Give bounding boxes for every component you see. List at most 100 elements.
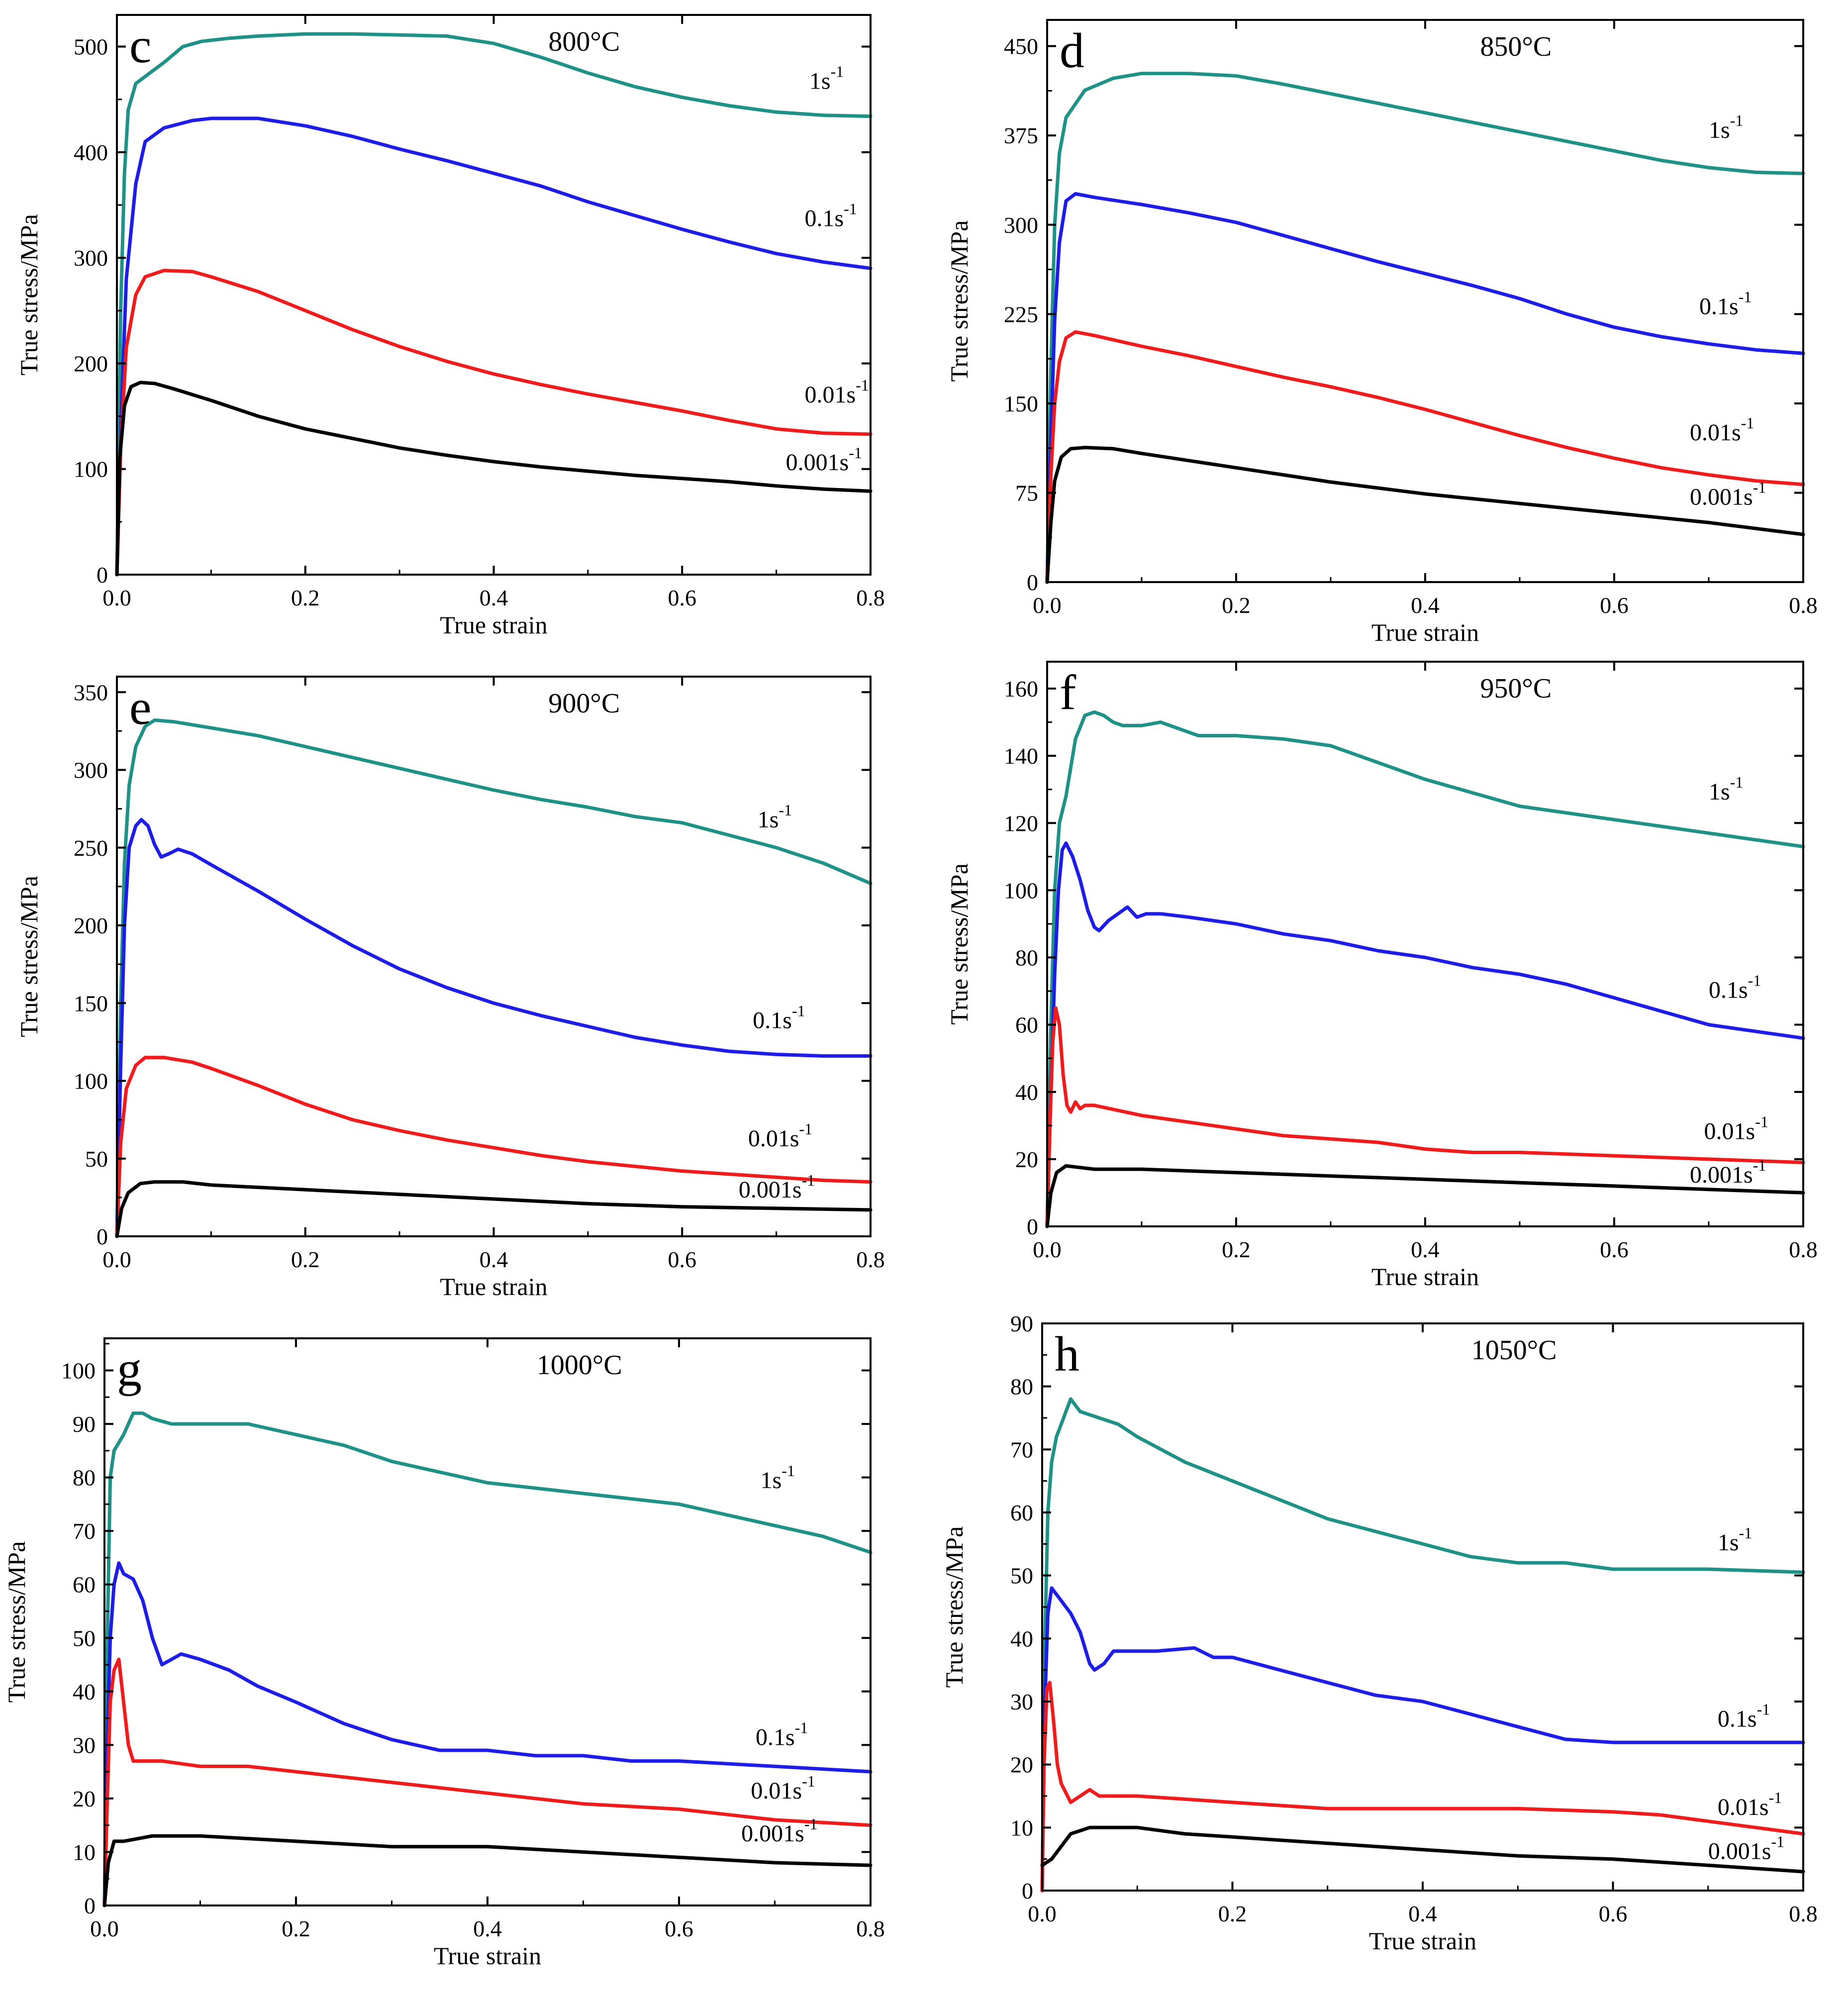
x-tick-label: 0.6: [668, 1247, 697, 1272]
series-line-f-1s: [1045, 710, 1805, 1228]
x-tick-label: 0.4: [1411, 1237, 1440, 1262]
series-label-rate: 0.001s: [1690, 1162, 1753, 1188]
y-tick-label: 90: [1010, 1311, 1033, 1336]
series-label-exponent: -1: [856, 376, 869, 394]
y-tick-label: 10: [1010, 1815, 1033, 1840]
series-label-exponent: -1: [1769, 1789, 1782, 1806]
series-label-rate: 0.01s: [748, 1125, 799, 1152]
series-line-g-1s: [102, 1411, 873, 1907]
series-label: 0.001s-1: [1708, 1833, 1784, 1865]
series-label-rate: 0.001s: [741, 1820, 804, 1847]
y-tick-label: 80: [1015, 945, 1038, 971]
chart-panel-d: 1s-10.1s-10.01s-10.001s-10.0 0.2 0.4 0.6 0.8…: [945, 19, 1818, 646]
series-label-exponent: -1: [1748, 972, 1761, 990]
plot-frame: [116, 676, 872, 1237]
panel-letter: c: [129, 18, 151, 73]
y-tick-label: 200: [74, 913, 108, 938]
series-label: 0.001s-1: [1690, 1156, 1766, 1188]
series-label-exponent: -1: [804, 1815, 818, 1833]
series-line-d-1s: [1045, 72, 1805, 584]
series-label: 0.01s-1: [1704, 1112, 1768, 1144]
series-label-exponent: -1: [778, 801, 792, 819]
series-label-rate: 1s: [1709, 117, 1730, 143]
x-tick-label: 0.8: [856, 1247, 885, 1272]
y-axis-label: True stress/MPa: [940, 1526, 968, 1688]
series-line-g-0_001s: [102, 1834, 873, 1907]
y-tick-label: 0: [1027, 570, 1038, 595]
series-line-e-1s: [115, 718, 873, 1238]
series-line-c-0_1s: [115, 116, 873, 577]
y-axis-label: True stress/MPa: [15, 876, 43, 1037]
y-tick-label: 50: [85, 1146, 108, 1172]
series-label: 0.001s-1: [741, 1815, 817, 1847]
series-label-rate: 1s: [758, 806, 779, 833]
series-label: 0.001s-1: [1690, 478, 1766, 510]
x-tick-label: 0.0: [102, 585, 131, 610]
series-label: 0.01s-1: [751, 1772, 815, 1804]
series-label: 0.01s-1: [1718, 1789, 1782, 1820]
y-tick-label: 300: [74, 245, 108, 271]
y-tick-label: 40: [73, 1679, 96, 1704]
series-label-rate: 1s: [1718, 1529, 1739, 1556]
series-label-exponent: -1: [849, 444, 862, 462]
y-tick-label: 0: [97, 1224, 108, 1249]
series-label-rate: 0.01s: [1704, 1118, 1755, 1144]
x-tick-label: 0.8: [1789, 1237, 1818, 1262]
y-tick-label: 500: [74, 34, 108, 60]
series-label-exponent: -1: [1755, 1112, 1768, 1130]
series-label-exponent: -1: [1730, 773, 1744, 791]
series-label-exponent: -1: [1771, 1833, 1784, 1851]
series-label-rate: 1s: [809, 68, 831, 95]
series-label-rate: 1s: [1709, 779, 1730, 805]
y-tick-label: 100: [74, 457, 108, 482]
panel-letter: e: [129, 680, 151, 735]
series-label-rate: 0.1s: [1718, 1706, 1757, 1732]
series-label: 1s-1: [1709, 773, 1743, 805]
y-tick-label: 100: [61, 1358, 96, 1384]
x-tick-label: 0.0: [1028, 1901, 1057, 1926]
series-label-exponent: -1: [1741, 414, 1754, 432]
x-tick-label: 0.6: [1599, 1901, 1628, 1926]
series-label-exponent: -1: [802, 1772, 815, 1790]
series-line-g-0_1s: [102, 1561, 873, 1907]
series-label-rate: 0.001s: [739, 1177, 802, 1203]
series-line-h-1s: [1040, 1397, 1805, 1893]
x-tick-label: 0.8: [1789, 593, 1818, 618]
series-label-rate: 0.01s: [804, 382, 856, 408]
chart-title: 800°C: [548, 26, 620, 57]
y-tick-label: 30: [1010, 1689, 1033, 1714]
series-line-c-1s: [115, 32, 873, 577]
series-label-rate: 0.001s: [1708, 1838, 1771, 1865]
series-label: 0.01s-1: [748, 1120, 812, 1152]
chart-title: 1050°C: [1471, 1335, 1557, 1366]
y-axis-label: True stress/MPa: [945, 863, 973, 1025]
series-label-exponent: -1: [1739, 288, 1752, 305]
series-line-h-0_1s: [1040, 1586, 1805, 1893]
chart-title: 900°C: [548, 688, 620, 719]
series-line-d-0_1s: [1045, 192, 1805, 584]
series-line-e-0_001s: [115, 1180, 873, 1238]
series-line-c-0_01s: [115, 269, 873, 577]
x-tick-label: 0.8: [1789, 1901, 1818, 1926]
series-label-exponent: -1: [781, 1462, 795, 1480]
y-tick-label: 20: [1015, 1147, 1038, 1172]
y-tick-label: 160: [1004, 676, 1038, 701]
x-tick-label: 0.4: [473, 1916, 502, 1941]
x-tick-label: 0.2: [1222, 1237, 1251, 1262]
series-label-exponent: -1: [792, 1002, 805, 1019]
series-line-h-0_01s: [1040, 1681, 1805, 1893]
plot-frame: [1046, 661, 1804, 1227]
y-tick-label: 250: [74, 835, 108, 861]
series-label-rate: 1s: [761, 1467, 782, 1494]
y-tick-label: 0: [84, 1893, 96, 1918]
series-line-e-0_1s: [115, 818, 873, 1238]
chart-panel-c: 1s-10.1s-10.01s-10.001s-10.0 0.2 0.4 0.6 0.8…: [15, 14, 885, 639]
y-tick-label: 450: [1004, 34, 1038, 59]
series-label: 0.1s-1: [1718, 1701, 1770, 1732]
series-line-e-0_01s: [115, 1056, 873, 1238]
x-tick-label: 0.2: [1218, 1901, 1247, 1926]
y-tick-label: 0: [97, 562, 108, 588]
y-tick-label: 400: [74, 140, 108, 165]
series-label: 0.1s-1: [1699, 288, 1751, 319]
y-tick-label: 30: [73, 1732, 96, 1758]
